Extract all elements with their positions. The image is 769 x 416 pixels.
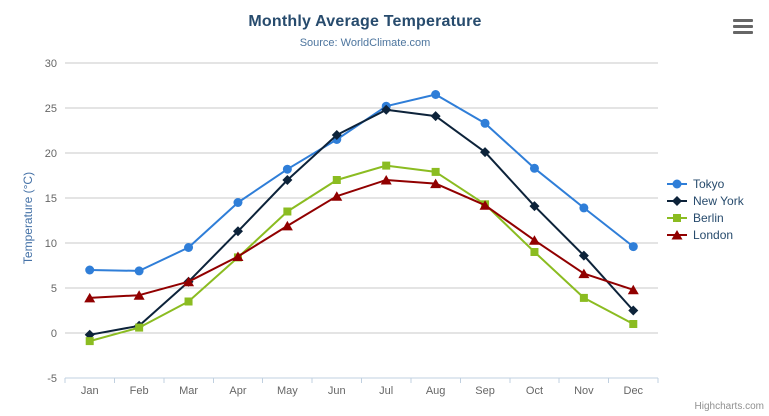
series-london-point[interactable] [84, 292, 96, 303]
series-berlin-point[interactable] [184, 297, 193, 306]
series-london-point[interactable] [331, 191, 343, 201]
series-london-point[interactable] [183, 276, 195, 287]
series-london-point[interactable] [578, 268, 590, 279]
series-london-point[interactable] [232, 251, 244, 262]
series-berlin-point[interactable] [85, 337, 94, 346]
legend-item-london[interactable]: London [666, 227, 744, 243]
series-tokyo-point[interactable] [628, 242, 638, 252]
legend-symbol-tokyo [672, 179, 682, 189]
series-london-point[interactable] [479, 200, 491, 210]
x-axis-label-mar: Mar [179, 385, 198, 397]
series-new-york-point[interactable] [578, 250, 589, 261]
series-tokyo-point[interactable] [233, 198, 243, 207]
hamburger-bar [733, 30, 753, 34]
x-axis-label-may: May [277, 385, 298, 397]
x-axis-label-sep: Sep [475, 385, 495, 397]
legend-symbol [672, 179, 682, 189]
y-axis-tick-label: -5 [47, 373, 57, 385]
y-axis-title: Temperature (°C) [21, 171, 35, 265]
x-axis-label-jan: Jan [81, 385, 99, 397]
series-new-york-point[interactable] [381, 104, 392, 115]
legend-item-label: Berlin [693, 211, 724, 225]
series-new-york-point[interactable] [628, 305, 639, 316]
series-new-york-point[interactable] [282, 175, 293, 185]
series-tokyo-point[interactable] [579, 203, 589, 213]
y-axis-tick-label: 25 [45, 103, 57, 115]
series-berlin-point[interactable] [332, 176, 341, 184]
y-axis-tick-label: 20 [45, 148, 57, 160]
hamburger-icon[interactable] [731, 16, 755, 36]
y-axis-tick-label: 5 [51, 283, 57, 295]
legend-item-label: London [693, 228, 734, 242]
series-tokyo [85, 90, 638, 276]
y-axis-tick-label: 15 [45, 193, 57, 205]
series-london-line [88, 179, 635, 299]
series-tokyo-point[interactable] [282, 164, 292, 174]
hamburger-bar [733, 24, 753, 28]
x-axis-label-aug: Aug [426, 385, 446, 397]
legend-symbol [673, 214, 681, 222]
legend-symbol-berlin [673, 214, 681, 222]
legend-item-tokyo[interactable]: Tokyo [666, 176, 744, 192]
legend-item-label: Tokyo [693, 177, 725, 191]
series-berlin-point[interactable] [135, 323, 144, 332]
series-london [84, 175, 639, 303]
series-berlin-point[interactable] [629, 320, 638, 328]
series-tokyo-point[interactable] [529, 163, 539, 173]
series-berlin-point[interactable] [431, 167, 440, 176]
series-london-point[interactable] [133, 290, 145, 300]
series-london-point[interactable] [627, 284, 639, 295]
x-axis-label-oct: Oct [526, 385, 543, 397]
legend-symbol-london [671, 230, 683, 240]
x-axis-label-apr: Apr [229, 385, 246, 397]
x-axis-label-jul: Jul [379, 385, 393, 397]
x-axis-label-jun: Jun [328, 385, 346, 397]
series-berlin-point[interactable] [579, 293, 588, 302]
y-axis-tick-label: 0 [51, 328, 57, 340]
legend-symbol [671, 230, 683, 240]
series-new-york [84, 104, 639, 340]
series-new-york-line [88, 108, 635, 336]
credits-link[interactable]: Highcharts.com [694, 401, 764, 412]
hamburger-bar [733, 18, 753, 22]
series-tokyo-point[interactable] [184, 243, 194, 252]
series-berlin-point[interactable] [530, 248, 539, 256]
series-tokyo-line [88, 93, 635, 272]
legend-marker-new-york-diamond-icon [667, 196, 687, 206]
series-london-point[interactable] [528, 235, 540, 245]
legend-item-berlin[interactable]: Berlin [666, 210, 744, 226]
series-tokyo-point[interactable] [480, 118, 490, 128]
series-new-york-point[interactable] [331, 130, 342, 140]
legend-item-new-york[interactable]: New York [666, 193, 744, 209]
series-london-point[interactable] [281, 220, 293, 231]
x-axis-label-dec: Dec [624, 385, 644, 397]
series-london-point[interactable] [380, 175, 392, 185]
legend: Tokyo New York Berlin London [666, 176, 744, 244]
chart-subtitle: Source: WorldClimate.com [299, 37, 431, 49]
series-new-york-point[interactable] [430, 111, 441, 122]
series-tokyo-point[interactable] [85, 265, 95, 275]
legend-symbol-new-york [672, 196, 682, 206]
series-berlin-line [88, 164, 635, 343]
series-new-york-point[interactable] [529, 201, 540, 212]
legend-item-label: New York [693, 194, 744, 208]
y-axis-tick-label: 10 [45, 238, 57, 250]
legend-symbol [672, 196, 682, 206]
series-berlin-point[interactable] [382, 161, 391, 170]
y-axis-tick-label: 30 [45, 58, 57, 70]
series-tokyo-point[interactable] [431, 90, 441, 99]
series-new-york-point[interactable] [480, 147, 491, 158]
series-london-point[interactable] [430, 178, 442, 189]
x-axis-label-nov: Nov [574, 385, 594, 397]
chart-title: Monthly Average Temperature [248, 13, 482, 30]
legend-marker-london-triangle-icon [667, 230, 687, 240]
x-axis-label-feb: Feb [130, 385, 149, 397]
series-new-york-point[interactable] [232, 226, 243, 237]
legend-marker-berlin-square-icon [667, 214, 687, 222]
legend-marker-tokyo-circle-icon [667, 179, 687, 189]
series-tokyo-point[interactable] [134, 266, 144, 276]
series-berlin-point[interactable] [283, 207, 292, 216]
